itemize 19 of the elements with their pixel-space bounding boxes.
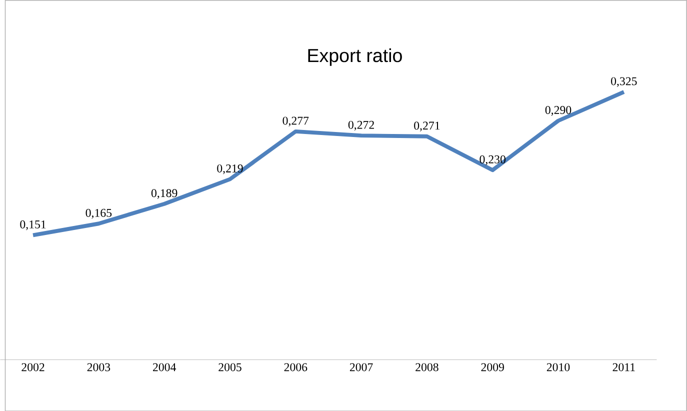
x-tick-label: 2009	[481, 363, 504, 372]
x-tick-label: 2004	[153, 363, 176, 372]
x-tick-label: 2006	[284, 363, 308, 372]
data-label: 0,325	[611, 77, 637, 87]
x-tick-label: 2008	[416, 363, 438, 372]
data-label: 0,165	[86, 208, 112, 218]
x-tick-label: 2003	[87, 363, 110, 372]
x-tick-label: 2010	[546, 363, 570, 372]
data-label: 0,271	[414, 121, 440, 132]
data-label: 0,277	[282, 116, 309, 126]
data-label: 0,290	[545, 106, 572, 116]
data-label: 0,151	[20, 220, 46, 230]
x-tick-label: 2005	[218, 363, 242, 372]
data-label: 0,189	[151, 188, 178, 199]
x-tick-label: 2007	[350, 363, 373, 372]
x-tick-label: 2011	[612, 363, 635, 372]
x-tick-label: 2002	[22, 363, 44, 372]
chart-title: Export ratio	[308, 48, 402, 66]
data-label: 0,272	[348, 120, 374, 130]
